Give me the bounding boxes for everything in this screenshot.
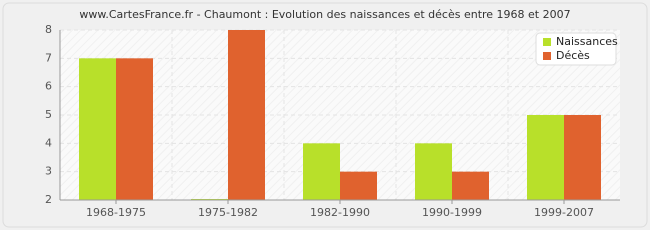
chart: www.CartesFrance.fr - Chaumont : Evoluti… (0, 0, 650, 230)
chart-title: www.CartesFrance.fr - Chaumont : Evoluti… (79, 8, 570, 21)
bar (116, 58, 153, 201)
x-tick-label: 1968-1975 (86, 206, 146, 219)
bar (527, 115, 564, 200)
legend-label: Décès (556, 49, 590, 62)
x-tick-label: 1975-1982 (198, 206, 258, 219)
y-tick-label: 3 (45, 165, 52, 178)
bar (452, 171, 489, 200)
bar (564, 115, 601, 200)
bar (303, 143, 340, 200)
bar (415, 143, 452, 200)
legend-label: Naissances (556, 35, 618, 48)
y-tick-label: 4 (45, 136, 52, 149)
bar (228, 30, 265, 200)
legend-swatch (543, 52, 551, 60)
y-tick-label: 5 (45, 108, 52, 121)
x-tick-label: 1999-2007 (534, 206, 594, 219)
x-tick-label: 1982-1990 (310, 206, 370, 219)
y-tick-label: 2 (45, 193, 52, 206)
legend-box (535, 32, 617, 66)
legend-swatch (543, 38, 551, 46)
x-tick-label: 1990-1999 (422, 206, 482, 219)
y-tick-label: 6 (45, 80, 52, 93)
bar (79, 58, 116, 201)
bar (340, 171, 377, 200)
y-tick-label: 8 (45, 23, 52, 36)
y-tick-label: 7 (45, 51, 52, 64)
